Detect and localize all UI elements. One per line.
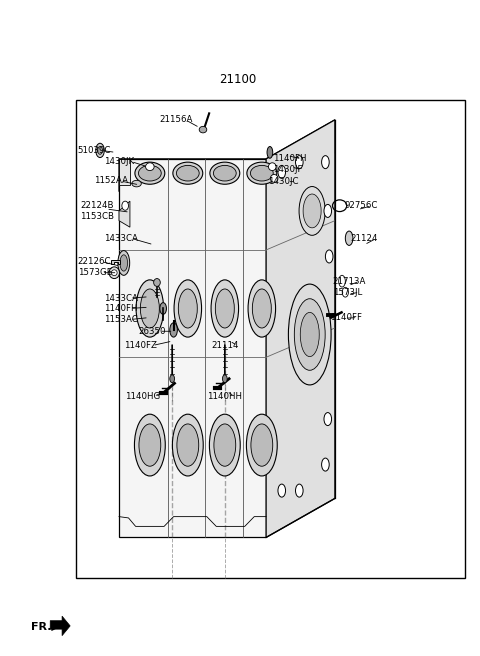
Ellipse shape [251,165,273,181]
Ellipse shape [96,143,104,157]
Text: 1430JK: 1430JK [104,157,134,166]
Ellipse shape [267,146,273,158]
Ellipse shape [324,413,332,426]
Text: 21713A: 21713A [333,277,366,285]
Ellipse shape [324,205,332,217]
Ellipse shape [246,414,277,476]
Text: 1140FH: 1140FH [273,154,307,163]
Ellipse shape [296,484,303,497]
Text: 1140FH: 1140FH [104,304,137,313]
Text: 21124: 21124 [350,234,378,243]
Ellipse shape [132,180,141,187]
Text: 1140HH: 1140HH [207,392,242,401]
Ellipse shape [109,267,120,279]
Polygon shape [119,159,266,537]
Text: 1140FZ: 1140FZ [124,341,156,350]
Ellipse shape [174,280,202,337]
Ellipse shape [160,302,167,314]
Ellipse shape [303,194,321,228]
Ellipse shape [177,424,199,466]
Ellipse shape [145,163,154,171]
Ellipse shape [222,375,227,382]
Ellipse shape [154,279,160,287]
Text: 1433CA: 1433CA [104,234,138,243]
Ellipse shape [173,162,203,184]
Ellipse shape [199,127,207,133]
Text: 1430JF: 1430JF [273,165,303,174]
Ellipse shape [288,284,331,385]
Ellipse shape [270,174,278,182]
Ellipse shape [139,424,161,466]
Ellipse shape [177,165,199,181]
Text: 1430JC: 1430JC [267,177,298,186]
Text: 1140HG: 1140HG [125,392,160,401]
Ellipse shape [299,186,325,236]
Ellipse shape [111,270,117,276]
Ellipse shape [214,424,236,466]
Text: 1153CB: 1153CB [80,212,114,220]
Ellipse shape [296,155,303,169]
Ellipse shape [210,162,240,184]
Ellipse shape [278,165,286,178]
Text: 21114: 21114 [212,341,239,350]
Text: 22124B: 22124B [80,201,114,210]
Ellipse shape [170,375,175,382]
Polygon shape [50,616,70,636]
Ellipse shape [248,280,276,337]
Text: 92756C: 92756C [344,201,378,210]
Ellipse shape [339,276,345,287]
Polygon shape [266,120,335,537]
Text: 1153AC: 1153AC [104,315,138,324]
Ellipse shape [247,162,277,184]
Ellipse shape [252,289,271,328]
Ellipse shape [170,323,178,337]
Ellipse shape [278,484,286,497]
Ellipse shape [251,424,273,466]
Text: 22126C: 22126C [78,257,111,266]
Polygon shape [111,260,120,264]
Ellipse shape [136,280,164,337]
Ellipse shape [345,231,353,245]
Ellipse shape [134,414,165,476]
Text: 1152AA: 1152AA [94,176,128,186]
Ellipse shape [172,414,203,476]
Ellipse shape [342,287,348,297]
Ellipse shape [325,250,333,263]
Ellipse shape [118,251,130,276]
Ellipse shape [140,289,159,328]
Text: 21100: 21100 [219,73,256,86]
Text: 26350: 26350 [138,327,166,336]
Text: 1573JL: 1573JL [333,288,362,297]
Ellipse shape [97,146,102,154]
Text: 1573GE: 1573GE [78,268,112,277]
Ellipse shape [135,162,165,184]
Text: 1140FF: 1140FF [330,313,362,322]
Ellipse shape [268,163,276,171]
Bar [76,100,466,579]
Ellipse shape [216,289,234,328]
Ellipse shape [120,255,128,271]
Text: 51039C: 51039C [78,146,111,155]
Ellipse shape [179,289,197,328]
Ellipse shape [300,312,319,357]
Ellipse shape [294,298,325,370]
Polygon shape [119,120,335,192]
Ellipse shape [209,414,240,476]
Ellipse shape [138,165,161,181]
Polygon shape [119,159,130,185]
Polygon shape [119,201,130,227]
Ellipse shape [322,155,329,169]
Text: 1433CA: 1433CA [104,294,138,302]
Ellipse shape [214,165,236,181]
Text: 21156A: 21156A [159,115,192,125]
Ellipse shape [322,458,329,471]
Text: FR.: FR. [31,623,52,632]
Ellipse shape [211,280,239,337]
Ellipse shape [122,201,129,211]
